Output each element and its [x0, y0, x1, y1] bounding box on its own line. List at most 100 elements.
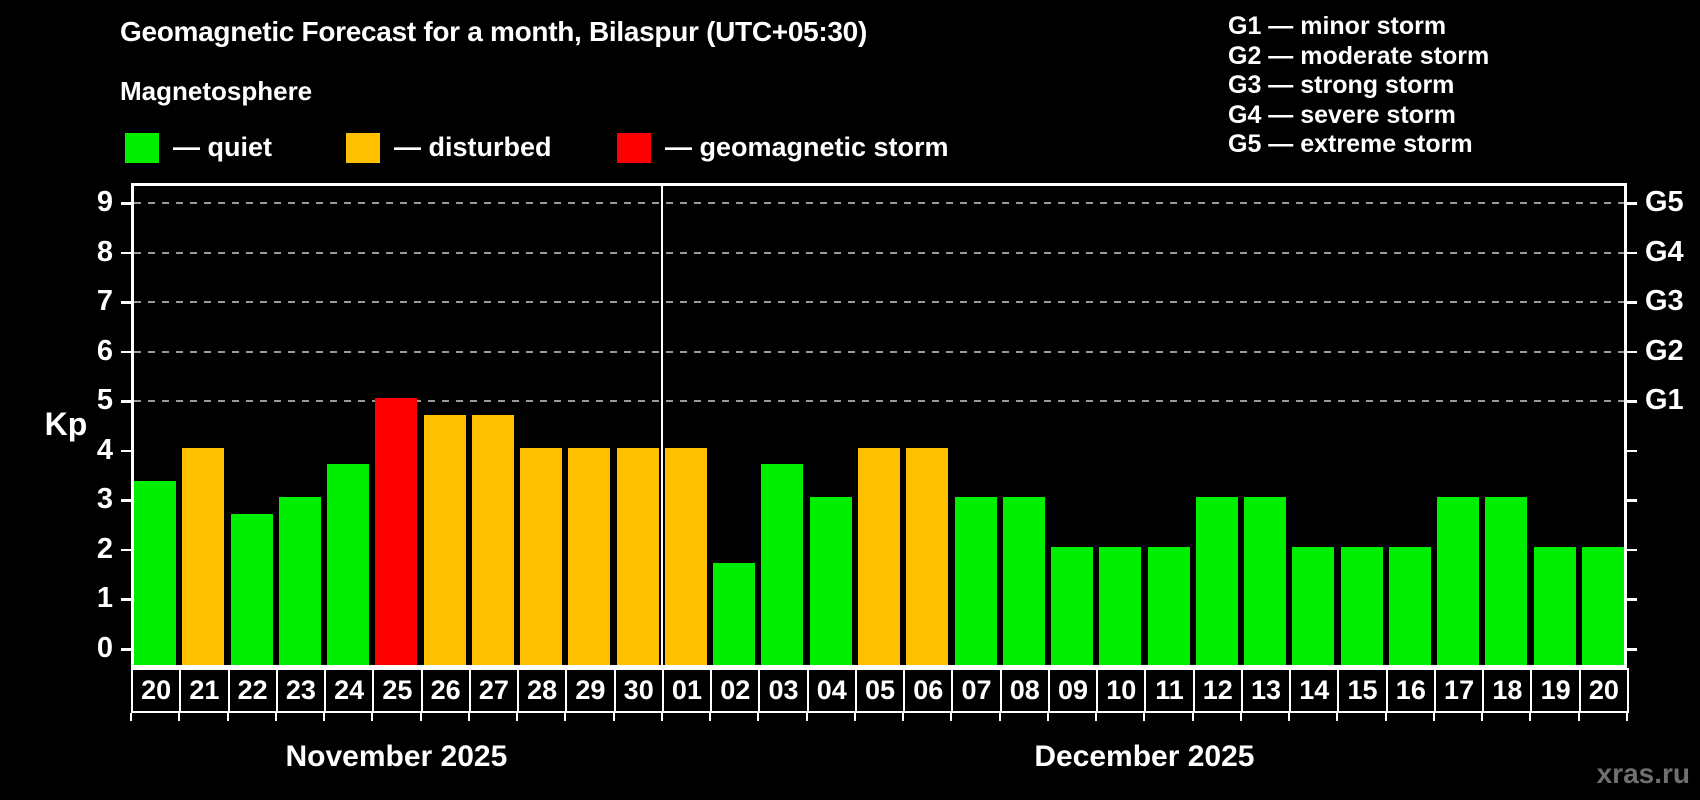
kp-axis-tick	[121, 251, 131, 255]
date-axis-tick	[564, 713, 567, 721]
date-cell: 07	[951, 668, 1002, 713]
kp-bar	[1533, 546, 1576, 665]
date-axis-tick	[274, 713, 277, 721]
legend-item-storm: — geomagnetic storm	[617, 132, 949, 163]
month-label: December 2025	[1034, 740, 1255, 773]
legend-item-quiet: — quiet	[125, 132, 272, 163]
kp-bar	[230, 513, 273, 665]
date-cell: 05	[854, 668, 906, 713]
kp-bar	[182, 447, 225, 665]
g-axis-tick	[1627, 548, 1637, 552]
kp-axis-label: 4	[96, 433, 113, 466]
g-legend-line: G5 — extreme storm	[1228, 130, 1473, 158]
date-axis-tick	[950, 713, 953, 721]
date-cell: 22	[227, 668, 278, 713]
kp-axis-label: 2	[96, 532, 113, 565]
kp-axis-tick	[121, 548, 131, 552]
gridline-kp8	[134, 251, 1624, 254]
g-axis-tick	[1627, 202, 1637, 205]
date-axis-tick	[902, 713, 905, 721]
date-axis-tick	[1191, 713, 1194, 721]
legend-label: — geomagnetic storm	[665, 132, 949, 162]
y-axis-title: Kp	[44, 406, 88, 442]
date-axis-tick	[1529, 713, 1532, 721]
date-cell: 28	[517, 668, 568, 713]
date-cell: 23	[275, 668, 327, 713]
date-axis-tick	[1143, 713, 1146, 721]
date-axis-tick	[660, 713, 663, 721]
g-axis-label-g1: G1	[1645, 384, 1684, 417]
date-cell: 12	[1192, 668, 1243, 713]
kp-axis-label: 7	[96, 285, 113, 318]
date-axis-tick	[1481, 713, 1484, 721]
kp-axis-tick	[121, 400, 131, 403]
legend-swatch-disturbed	[346, 132, 380, 163]
kp-axis-label: 9	[96, 186, 113, 219]
date-axis-tick	[178, 713, 181, 721]
watermark: xras.ru	[1596, 758, 1690, 789]
date-cell: 08	[999, 668, 1050, 713]
g-axis-tick	[1627, 350, 1637, 354]
legend-swatch-storm	[617, 132, 651, 163]
g-axis-label-g3: G3	[1645, 285, 1684, 318]
kp-bar	[1485, 497, 1528, 665]
kp-bar	[134, 481, 177, 665]
date-axis-tick	[1288, 713, 1291, 721]
kp-axis-tick	[121, 598, 131, 601]
date-axis-tick	[1336, 713, 1339, 721]
date-cell: 15	[1337, 668, 1388, 713]
kp-bar	[1388, 546, 1431, 665]
kp-bar	[1244, 497, 1287, 665]
kp-axis-tick	[121, 350, 131, 354]
g-axis-label-g5: G5	[1645, 186, 1684, 219]
g-axis-tick	[1627, 449, 1637, 453]
legend-label: — quiet	[173, 132, 272, 162]
kp-axis-label: 0	[96, 632, 113, 664]
kp-axis-label: 1	[96, 582, 113, 615]
date-axis-tick	[853, 713, 856, 721]
kp-axis-label: 3	[96, 483, 113, 516]
gridline-kp9	[134, 202, 1624, 205]
date-cell: 24	[324, 668, 375, 713]
kp-bar	[375, 398, 418, 665]
g-axis-tick	[1627, 499, 1637, 502]
g-scale-legend: G1 — minor storm G2 — moderate storm G3 — …	[1228, 12, 1489, 160]
g-axis-tick	[1627, 400, 1637, 403]
date-cell: 21	[179, 668, 230, 713]
date-cell: 02	[710, 668, 761, 713]
g-legend-line: G4 — severe storm	[1228, 100, 1456, 129]
date-axis-tick	[130, 713, 132, 721]
kp-bar	[1340, 546, 1383, 665]
month-separator-line	[660, 186, 664, 665]
date-cell: 06	[903, 668, 954, 713]
date-axis-tick	[1577, 713, 1580, 721]
date-axis-tick	[1384, 713, 1387, 721]
date-cell: 16	[1385, 668, 1436, 713]
date-cell: 20	[1578, 668, 1629, 713]
date-cell: 29	[565, 668, 616, 713]
date-cell: 26	[420, 668, 471, 713]
date-cell: 17	[1433, 668, 1485, 713]
g-axis-tick	[1627, 598, 1637, 601]
kp-axis-label: 5	[96, 384, 113, 417]
date-axis-tick	[709, 713, 712, 721]
kp-axis-label: 8	[96, 235, 113, 268]
g-axis-label-g2: G2	[1645, 334, 1684, 367]
date-cell: 25	[372, 668, 423, 713]
gridline-kp6	[134, 350, 1624, 353]
month-label: November 2025	[285, 740, 508, 773]
date-cell: 18	[1482, 668, 1533, 713]
g-axis-label-g4: G4	[1645, 235, 1684, 268]
kp-bar	[568, 447, 611, 665]
date-axis-tick	[1432, 713, 1435, 721]
date-cell: 10	[1096, 668, 1147, 713]
date-axis-tick	[998, 713, 1001, 721]
date-axis-tick	[371, 713, 374, 721]
gridline-kp7	[134, 301, 1624, 304]
plot-area	[131, 183, 1627, 668]
date-axis-tick	[1095, 713, 1098, 721]
kp-bar	[1099, 546, 1142, 665]
g-legend-line: G2 — moderate storm	[1228, 41, 1490, 70]
kp-bar	[809, 497, 852, 665]
